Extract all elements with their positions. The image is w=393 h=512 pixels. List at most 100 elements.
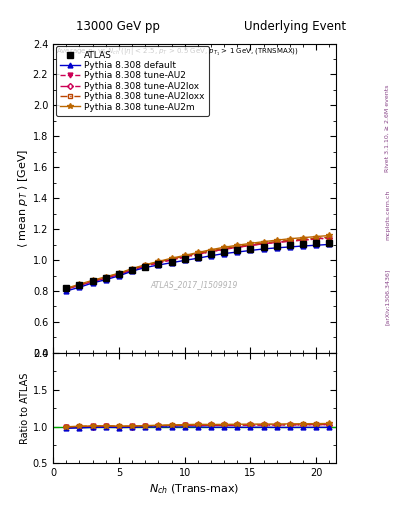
Y-axis label: Ratio to ATLAS: Ratio to ATLAS [20,372,30,444]
Pythia 8.308 tune-AU2 [288,238,292,244]
Pythia 8.308 default [209,252,213,259]
ATLAS [182,257,187,263]
Pythia 8.308 tune-AU2loxx [248,242,253,248]
Text: ATLAS_2017_I1509919: ATLAS_2017_I1509919 [151,280,238,289]
Pythia 8.308 tune-AU2 [103,274,108,281]
ATLAS [301,241,305,247]
Pythia 8.308 tune-AU2m [327,232,332,239]
Pythia 8.308 tune-AU2 [90,278,95,284]
Pythia 8.308 default [156,262,161,268]
ATLAS [195,254,200,261]
Pythia 8.308 tune-AU2m [103,274,108,280]
Text: Underlying Event: Underlying Event [244,20,346,33]
Pythia 8.308 tune-AU2 [130,266,134,272]
Pythia 8.308 tune-AU2m [261,239,266,245]
Pythia 8.308 tune-AU2loxx [130,266,134,272]
Line: Pythia 8.308 tune-AU2lox: Pythia 8.308 tune-AU2lox [64,236,332,291]
Pythia 8.308 tune-AU2m [64,285,68,291]
ATLAS [314,240,319,246]
Pythia 8.308 tune-AU2loxx [169,256,174,262]
Pythia 8.308 default [261,246,266,252]
Pythia 8.308 tune-AU2loxx [103,274,108,280]
Pythia 8.308 default [288,244,292,250]
ATLAS [156,261,161,267]
Pythia 8.308 tune-AU2m [116,270,121,276]
Pythia 8.308 tune-AU2lox [222,246,226,252]
Pythia 8.308 tune-AU2lox [301,237,305,243]
Pythia 8.308 tune-AU2 [301,237,305,243]
Legend: ATLAS, Pythia 8.308 default, Pythia 8.308 tune-AU2, Pythia 8.308 tune-AU2lox, Py: ATLAS, Pythia 8.308 default, Pythia 8.30… [56,46,209,116]
Pythia 8.308 tune-AU2loxx [156,259,161,265]
Pythia 8.308 tune-AU2loxx [235,243,240,249]
Pythia 8.308 tune-AU2 [182,254,187,260]
ATLAS [77,282,82,288]
Y-axis label: $\langle$ mean $p_T$ $\rangle$ [GeV]: $\langle$ mean $p_T$ $\rangle$ [GeV] [16,148,30,248]
Pythia 8.308 default [77,284,82,290]
Pythia 8.308 tune-AU2lox [261,241,266,247]
Line: ATLAS: ATLAS [63,240,332,291]
ATLAS [222,249,226,255]
Pythia 8.308 tune-AU2m [77,281,82,287]
Pythia 8.308 tune-AU2loxx [261,240,266,246]
Pythia 8.308 tune-AU2lox [195,251,200,258]
Pythia 8.308 tune-AU2lox [90,279,95,285]
Pythia 8.308 tune-AU2 [261,241,266,247]
Pythia 8.308 tune-AU2lox [314,236,319,242]
ATLAS [209,251,213,257]
ATLAS [274,243,279,249]
Pythia 8.308 tune-AU2loxx [195,250,200,257]
ATLAS [327,240,332,246]
Pythia 8.308 default [116,273,121,279]
Pythia 8.308 default [274,245,279,251]
Pythia 8.308 default [314,242,319,248]
Pythia 8.308 default [235,249,240,255]
Pythia 8.308 tune-AU2lox [248,243,253,249]
Pythia 8.308 tune-AU2loxx [301,236,305,242]
Pythia 8.308 default [130,268,134,274]
Pythia 8.308 default [103,276,108,283]
ATLAS [64,285,68,291]
Text: [arXiv:1306.3436]: [arXiv:1306.3436] [385,269,390,325]
Pythia 8.308 default [327,241,332,247]
Pythia 8.308 tune-AU2lox [130,267,134,273]
Pythia 8.308 tune-AU2m [143,262,147,268]
Pythia 8.308 tune-AU2 [64,286,68,292]
X-axis label: $N_{ch}$ (Trans-max): $N_{ch}$ (Trans-max) [149,482,240,496]
Pythia 8.308 tune-AU2m [209,247,213,253]
Pythia 8.308 tune-AU2loxx [274,239,279,245]
Line: Pythia 8.308 tune-AU2: Pythia 8.308 tune-AU2 [64,236,332,291]
Pythia 8.308 tune-AU2lox [274,240,279,246]
Text: Rivet 3.1.10, ≥ 2.6M events: Rivet 3.1.10, ≥ 2.6M events [385,84,390,172]
Pythia 8.308 tune-AU2lox [77,282,82,288]
Pythia 8.308 default [64,288,68,294]
Pythia 8.308 tune-AU2loxx [143,262,147,268]
Pythia 8.308 tune-AU2m [156,259,161,265]
Pythia 8.308 tune-AU2 [274,239,279,245]
ATLAS [90,279,95,285]
ATLAS [116,271,121,277]
Text: Average $p_T$ vs $N_{ch}$ ($|\eta|$ < 2.5, $p_T$ > 0.5 GeV, $p_{T_1}$ > 1 GeV, (: Average $p_T$ vs $N_{ch}$ ($|\eta|$ < 2.… [56,47,299,58]
Pythia 8.308 tune-AU2lox [327,235,332,241]
Text: mcplots.cern.ch: mcplots.cern.ch [385,190,390,240]
Pythia 8.308 tune-AU2m [235,242,240,248]
ATLAS [130,267,134,273]
Pythia 8.308 default [143,264,147,270]
ATLAS [169,259,174,265]
Pythia 8.308 default [222,250,226,257]
Pythia 8.308 tune-AU2 [248,242,253,248]
Pythia 8.308 default [248,247,253,253]
Pythia 8.308 tune-AU2 [235,244,240,250]
Pythia 8.308 tune-AU2lox [169,257,174,263]
ATLAS [288,242,292,248]
Pythia 8.308 tune-AU2m [314,233,319,240]
Pythia 8.308 tune-AU2loxx [77,282,82,288]
Pythia 8.308 tune-AU2m [248,240,253,246]
Pythia 8.308 tune-AU2m [301,234,305,241]
ATLAS [143,264,147,270]
ATLAS [235,247,240,253]
Pythia 8.308 default [90,280,95,286]
Pythia 8.308 tune-AU2loxx [222,245,226,251]
Pythia 8.308 tune-AU2 [169,257,174,263]
Pythia 8.308 tune-AU2lox [103,275,108,281]
Pythia 8.308 default [301,243,305,249]
